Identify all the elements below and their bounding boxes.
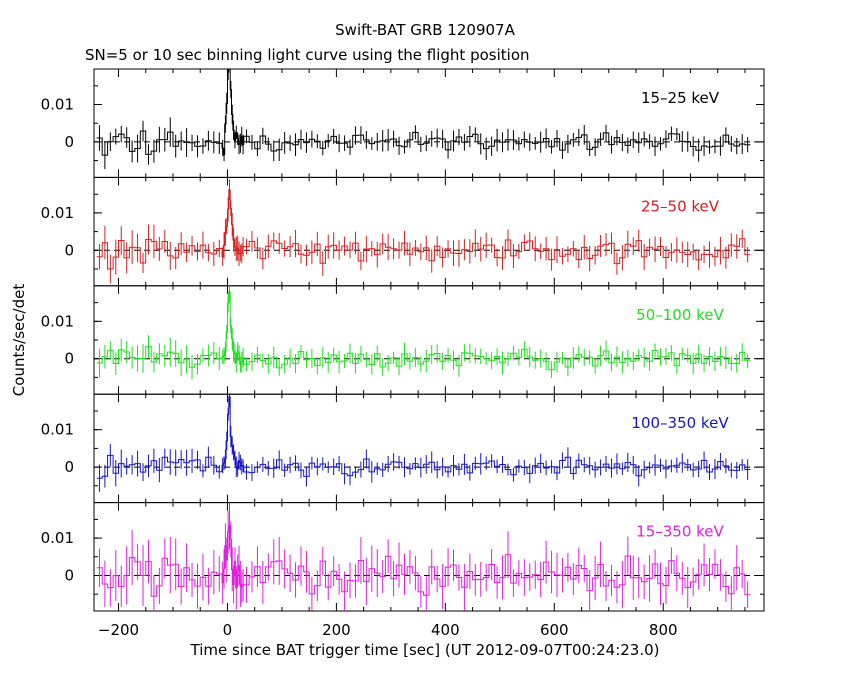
band-label: 15–350 keV [636,523,724,541]
y-tick-label: 0 [64,241,74,259]
chart-title: Swift-BAT GRB 120907A [335,21,515,39]
y-tick-label: 0 [64,133,74,151]
x-tick-label: 200 [322,621,351,639]
x-tick-label: 0 [223,621,233,639]
band-label: 15–25 keV [641,89,720,107]
light-curve-series [96,69,751,170]
y-tick-label: 0.01 [41,96,74,114]
panels-group: 0 0.01 15–25 keV 0 0.01 25–50 keV 0 0.01 50–100 … [41,68,765,639]
light-curve-series [96,394,751,492]
y-tick-label: 0.01 [41,312,74,330]
light-curve-step [96,291,751,371]
x-axis-label: Time since BAT trigger time [sec] (UT 20… [190,641,660,659]
y-axis-label: Counts/sec/det [10,284,28,397]
light-curve-step [96,525,751,597]
y-tick-label: 0.01 [41,421,74,439]
panel-frame [93,68,765,178]
panel-1: 0 0.01 15–25 keV [41,68,765,178]
panel-frame [93,285,765,395]
band-label: 50–100 keV [636,306,724,324]
y-tick-label: 0.01 [41,204,74,222]
x-tick-label: 800 [649,621,678,639]
x-tick-label: −200 [98,621,139,639]
y-tick-label: 0.01 [41,529,74,547]
y-tick-label: 0 [64,350,74,368]
panel-3: 0 0.01 50–100 keV [41,285,765,395]
panel-2: 0 0.01 25–50 keV [41,176,765,287]
band-label: 25–50 keV [641,197,720,215]
panel-frame [93,176,765,287]
light-curve-step [96,69,751,156]
light-curve-series [96,502,751,611]
light-curve-step [96,396,751,479]
light-curve-step [96,189,751,270]
panel-4: 0 0.01 100–350 keV [41,393,765,504]
panel-5: 0 0.01 15–350 keV [41,502,765,612]
light-curve-series [96,285,751,380]
x-tick-label: 400 [431,621,460,639]
y-tick-label: 0 [64,566,74,584]
x-tick-label: 600 [540,621,569,639]
light-curve-series [96,179,751,284]
chart-subtitle: SN=5 or 10 sec binning light curve using… [85,46,530,64]
panel-frame [93,393,765,504]
y-tick-label: 0 [64,458,74,476]
band-label: 100–350 keV [631,414,729,432]
